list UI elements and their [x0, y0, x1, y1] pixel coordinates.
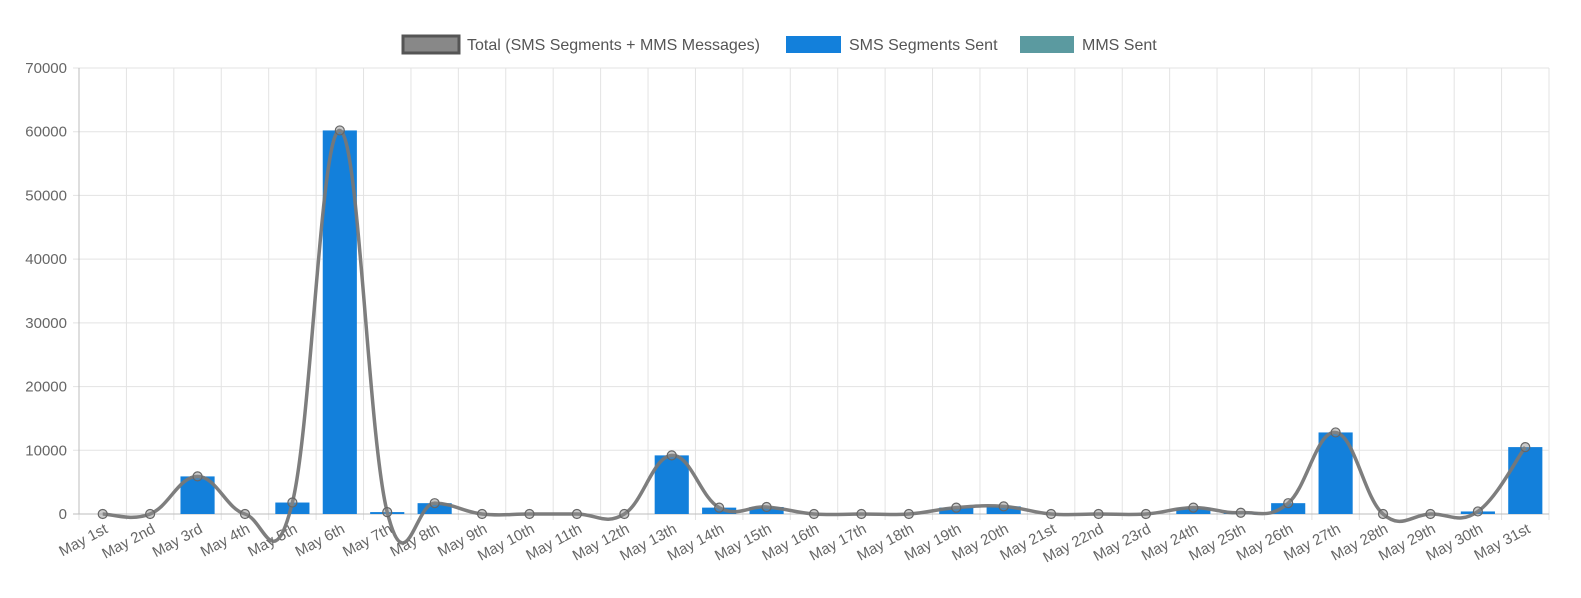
point-total[interactable] [1472, 506, 1483, 517]
point-total[interactable] [145, 508, 156, 520]
bar-sms-segments[interactable] [1318, 432, 1353, 514]
x-tick-label: May 6th [293, 521, 348, 561]
y-tick-label: 10000 [25, 442, 67, 459]
y-tick-label: 0 [59, 506, 67, 523]
point-total[interactable] [666, 450, 677, 461]
line-total [102, 128, 1527, 545]
bar-sms-segments[interactable] [1508, 447, 1543, 514]
point-total[interactable] [619, 508, 630, 520]
point-total[interactable] [97, 508, 108, 520]
legend-label: SMS Segments Sent [849, 37, 998, 54]
point-total[interactable] [334, 125, 345, 136]
point-total[interactable] [761, 501, 772, 513]
point-total[interactable] [1045, 508, 1057, 520]
y-tick-label: 50000 [25, 187, 67, 204]
bar-sms-segments[interactable] [939, 507, 974, 514]
point-total[interactable] [1377, 508, 1389, 520]
legend-swatch [1020, 36, 1074, 53]
y-tick-label: 40000 [25, 251, 67, 268]
x-tick-label: May 2nd [99, 521, 158, 563]
point-total[interactable] [808, 508, 820, 520]
bar-sms-segments[interactable] [986, 506, 1021, 514]
x-tick-label: May 7th [340, 521, 395, 561]
x-tick-label: May 3rd [150, 521, 206, 561]
legend-item[interactable]: Total (SMS Segments + MMS Messages) [401, 34, 760, 55]
legend-item[interactable]: SMS Segments Sent [786, 36, 998, 54]
point-total[interactable] [382, 506, 393, 518]
point-total[interactable] [1093, 508, 1104, 520]
point-total[interactable] [429, 498, 440, 509]
point-total[interactable] [1188, 502, 1199, 513]
x-tick-label: May 4th [198, 521, 253, 561]
bar-sms-segments[interactable] [702, 507, 737, 514]
point-total[interactable] [524, 508, 535, 520]
point-total[interactable] [951, 502, 962, 513]
bar-sms-segments[interactable] [417, 503, 452, 514]
legend-label: Total (SMS Segments + MMS Messages) [467, 37, 760, 54]
y-tick-label: 70000 [25, 60, 67, 77]
legend: Total (SMS Segments + MMS Messages) SMS S… [401, 34, 1157, 55]
line-series [97, 125, 1531, 545]
bar-sms-segments[interactable] [749, 506, 784, 514]
bar-sms-segments[interactable] [1176, 507, 1211, 514]
point-total[interactable] [239, 508, 251, 520]
bar-sms-segments[interactable] [322, 130, 357, 514]
point-total[interactable] [714, 502, 725, 513]
point-total[interactable] [571, 508, 583, 520]
bar-sms-segments[interactable] [1271, 503, 1306, 514]
bar-series [180, 130, 1543, 514]
y-tick-label: 20000 [25, 379, 67, 396]
point-total[interactable] [476, 508, 488, 520]
point-total[interactable] [1425, 508, 1436, 520]
point-total[interactable] [1235, 507, 1246, 518]
point-total[interactable] [998, 501, 1009, 512]
legend-swatch [401, 34, 461, 55]
legend-swatch [786, 36, 841, 53]
point-total[interactable] [287, 497, 298, 508]
grid-lines [73, 67, 1550, 520]
point-total[interactable] [1330, 427, 1341, 438]
point-total[interactable] [1520, 442, 1531, 453]
y-tick-label: 60000 [25, 124, 67, 141]
point-total[interactable] [192, 471, 203, 482]
y-axis-ticks: 0 10000 20000 30000 40000 50000 60000 70000 [25, 60, 67, 523]
y-tick-label: 30000 [25, 315, 67, 332]
point-total[interactable] [903, 508, 914, 520]
bar-sms-segments[interactable] [654, 455, 689, 514]
point-total[interactable] [856, 508, 867, 520]
legend-item[interactable]: MMS Sent [1020, 36, 1157, 54]
point-total[interactable] [1140, 508, 1152, 520]
legend-label: MMS Sent [1082, 37, 1157, 54]
point-total[interactable] [1283, 498, 1294, 509]
